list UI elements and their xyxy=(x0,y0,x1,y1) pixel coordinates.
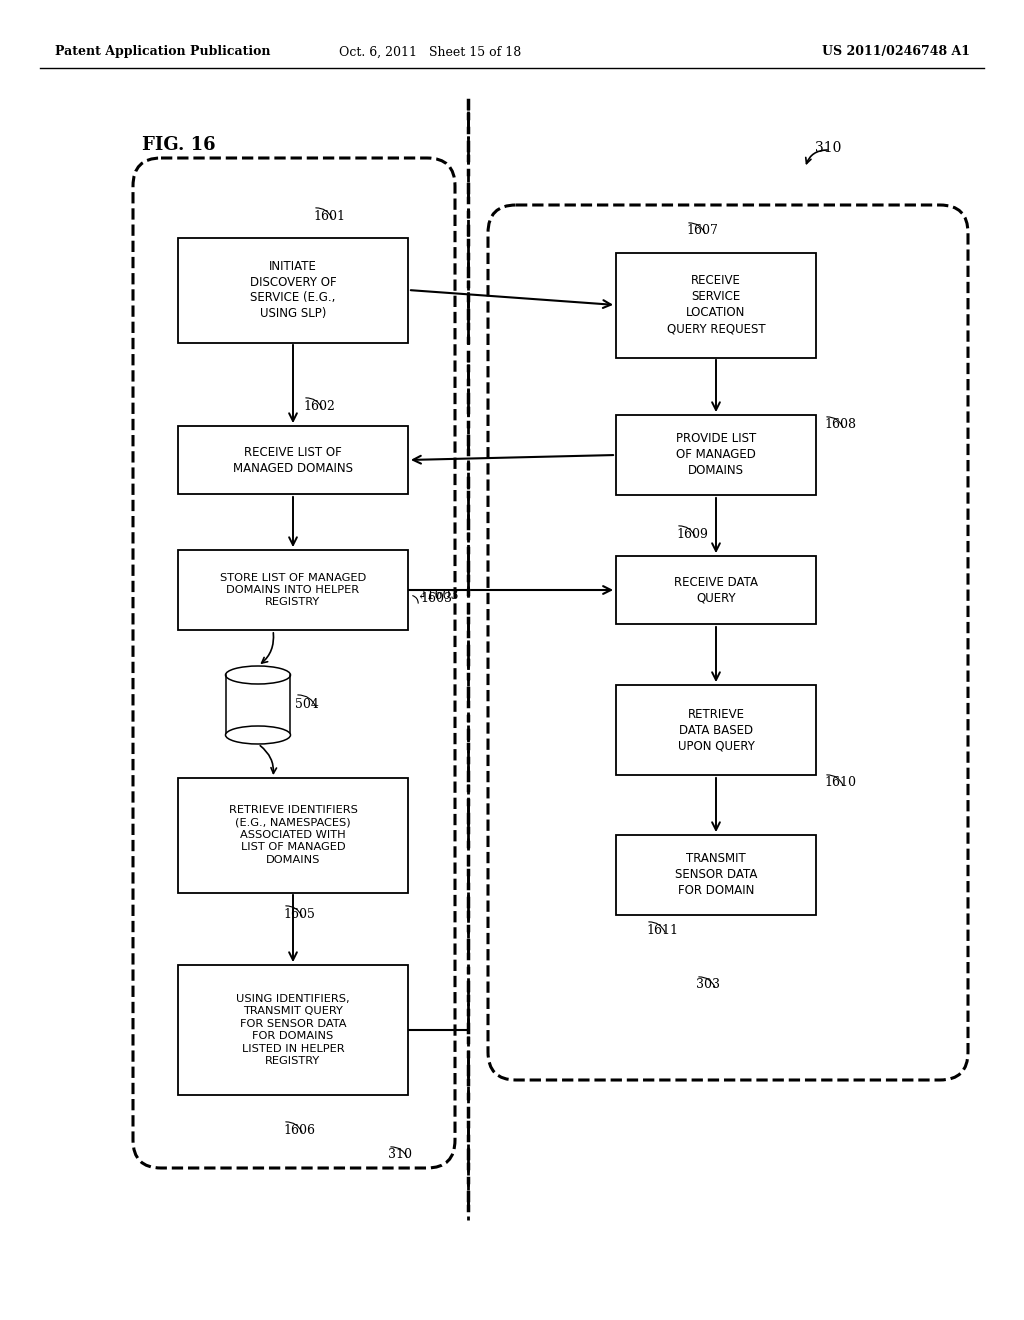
Text: US 2011/0246748 A1: US 2011/0246748 A1 xyxy=(822,45,970,58)
Text: 310: 310 xyxy=(388,1148,412,1162)
FancyBboxPatch shape xyxy=(616,556,816,624)
Text: ↲1603: ↲1603 xyxy=(416,589,459,602)
Text: 1609: 1609 xyxy=(676,528,708,540)
FancyBboxPatch shape xyxy=(178,238,408,342)
FancyBboxPatch shape xyxy=(178,550,408,630)
Text: RECEIVE LIST OF
MANAGED DOMAINS: RECEIVE LIST OF MANAGED DOMAINS xyxy=(233,446,353,474)
Text: RECEIVE
SERVICE
LOCATION
QUERY REQUEST: RECEIVE SERVICE LOCATION QUERY REQUEST xyxy=(667,275,765,335)
Text: 1607: 1607 xyxy=(686,224,718,238)
FancyBboxPatch shape xyxy=(616,685,816,775)
Text: Patent Application Publication: Patent Application Publication xyxy=(55,45,270,58)
FancyBboxPatch shape xyxy=(616,414,816,495)
FancyBboxPatch shape xyxy=(178,777,408,892)
Text: 1605: 1605 xyxy=(283,908,314,920)
FancyBboxPatch shape xyxy=(178,426,408,494)
FancyBboxPatch shape xyxy=(616,252,816,358)
Text: 1606: 1606 xyxy=(283,1123,315,1137)
Ellipse shape xyxy=(225,726,291,744)
FancyBboxPatch shape xyxy=(616,836,816,915)
Text: 1608: 1608 xyxy=(824,418,856,432)
Text: INITIATE
DISCOVERY OF
SERVICE (E.G.,
USING SLP): INITIATE DISCOVERY OF SERVICE (E.G., USI… xyxy=(250,260,336,321)
Text: Oct. 6, 2011   Sheet 15 of 18: Oct. 6, 2011 Sheet 15 of 18 xyxy=(339,45,521,58)
Ellipse shape xyxy=(225,667,291,684)
Text: 1603: 1603 xyxy=(420,591,452,605)
Text: STORE LIST OF MANAGED
DOMAINS INTO HELPER
REGISTRY: STORE LIST OF MANAGED DOMAINS INTO HELPE… xyxy=(220,573,367,607)
Text: FIG. 16: FIG. 16 xyxy=(142,136,216,154)
Text: 310: 310 xyxy=(815,141,842,154)
FancyBboxPatch shape xyxy=(178,965,408,1096)
Text: PROVIDE LIST
OF MANAGED
DOMAINS: PROVIDE LIST OF MANAGED DOMAINS xyxy=(676,433,756,478)
Text: 1610: 1610 xyxy=(824,776,856,789)
Text: RECEIVE DATA
QUERY: RECEIVE DATA QUERY xyxy=(674,576,758,605)
Text: 1601: 1601 xyxy=(313,210,345,223)
Text: USING IDENTIFIERS,
TRANSMIT QUERY
FOR SENSOR DATA
FOR DOMAINS
LISTED IN HELPER
R: USING IDENTIFIERS, TRANSMIT QUERY FOR SE… xyxy=(237,994,350,1067)
Text: TRANSMIT
SENSOR DATA
FOR DOMAIN: TRANSMIT SENSOR DATA FOR DOMAIN xyxy=(675,853,757,898)
Text: RETRIEVE
DATA BASED
UPON QUERY: RETRIEVE DATA BASED UPON QUERY xyxy=(678,708,755,752)
Text: RETRIEVE IDENTIFIERS
(E.G., NAMESPACES)
ASSOCIATED WITH
LIST OF MANAGED
DOMAINS: RETRIEVE IDENTIFIERS (E.G., NAMESPACES) … xyxy=(228,805,357,865)
Text: 303: 303 xyxy=(696,978,720,991)
Text: 1602: 1602 xyxy=(303,400,335,412)
Text: 1611: 1611 xyxy=(646,924,678,936)
Text: 504: 504 xyxy=(295,698,318,711)
